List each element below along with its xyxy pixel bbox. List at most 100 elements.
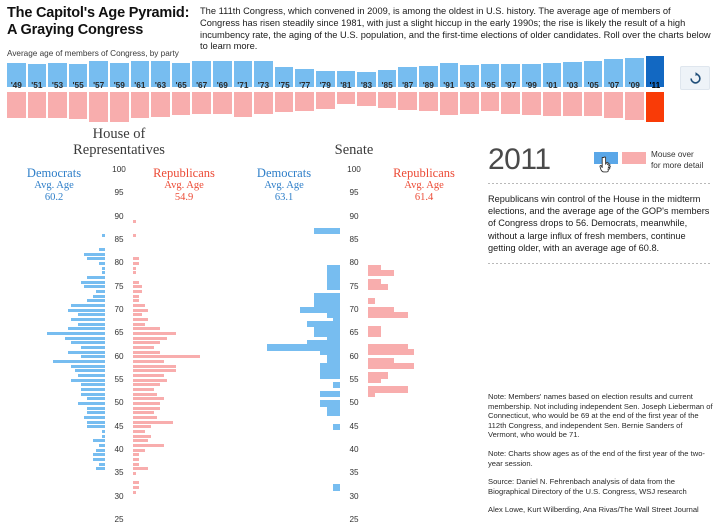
age-bar[interactable] [368, 283, 388, 290]
age-bar[interactable] [86, 411, 105, 415]
age-bar[interactable] [133, 285, 143, 289]
age-bar[interactable] [320, 367, 340, 374]
age-bar[interactable] [101, 233, 105, 237]
age-bar[interactable] [133, 233, 137, 237]
age-bar[interactable] [86, 397, 105, 401]
timeline-year-81[interactable]: '81 [336, 60, 357, 118]
age-bar[interactable] [71, 303, 105, 307]
age-bar[interactable] [320, 400, 340, 407]
age-bar[interactable] [133, 355, 201, 359]
age-bar[interactable] [133, 313, 143, 317]
timeline-year-95[interactable]: '95 [480, 60, 501, 118]
age-bar[interactable] [86, 406, 105, 410]
age-bar[interactable] [320, 391, 340, 398]
age-bar[interactable] [83, 252, 105, 256]
age-bar[interactable] [133, 383, 161, 387]
timeline-year-07[interactable]: '07 [603, 59, 624, 118]
age-bar[interactable] [80, 345, 105, 349]
age-bar[interactable] [313, 297, 340, 304]
age-bar[interactable] [133, 481, 140, 485]
age-bar[interactable] [133, 303, 146, 307]
age-bar[interactable] [333, 381, 340, 388]
age-bar[interactable] [368, 349, 415, 356]
age-bar[interactable] [133, 299, 140, 303]
age-bar[interactable] [320, 363, 340, 370]
timeline-year-91[interactable]: '91 [439, 60, 460, 118]
house-republican-bars[interactable] [133, 170, 230, 520]
timeline-year-57[interactable]: '57 [88, 60, 109, 122]
age-bar[interactable] [71, 378, 105, 382]
age-bar[interactable] [133, 411, 155, 415]
senate-republican-bars[interactable] [368, 170, 470, 520]
age-bar[interactable] [80, 392, 105, 396]
age-bar[interactable] [83, 285, 105, 289]
age-bar[interactable] [133, 373, 164, 377]
timeline-year-65[interactable]: '65 [171, 60, 192, 118]
age-bar[interactable] [368, 372, 388, 379]
age-bar[interactable] [133, 289, 143, 293]
age-bar[interactable] [326, 335, 340, 342]
age-bar[interactable] [86, 257, 105, 261]
timeline-year-11[interactable]: '11 [645, 56, 666, 122]
age-bar[interactable] [133, 462, 140, 466]
age-bar[interactable] [368, 265, 382, 272]
age-bar[interactable] [368, 307, 395, 314]
timeline-year-61[interactable]: '61 [130, 60, 151, 118]
age-bar[interactable] [307, 321, 340, 328]
timeline-year-85[interactable]: '85 [377, 60, 398, 118]
chart-senate[interactable]: Senate Democrats Avg. Age 63.1 Republica… [238, 126, 470, 529]
age-bar[interactable] [326, 311, 340, 318]
age-bar[interactable] [80, 280, 105, 284]
age-bar[interactable] [326, 405, 340, 412]
age-bar[interactable] [133, 401, 161, 405]
timeline-year-01[interactable]: '01 [542, 60, 563, 118]
timeline-year-03[interactable]: '03 [562, 60, 583, 118]
timeline-year-55[interactable]: '55 [68, 60, 89, 119]
age-bar[interactable] [101, 429, 105, 433]
age-bar[interactable] [101, 434, 105, 438]
age-bar[interactable] [368, 344, 408, 351]
age-bar[interactable] [71, 317, 105, 321]
age-bar[interactable] [101, 266, 105, 270]
age-bar[interactable] [92, 294, 105, 298]
age-bar[interactable] [80, 383, 105, 387]
age-bar[interactable] [326, 279, 340, 286]
age-bar[interactable] [133, 434, 152, 438]
age-bar[interactable] [86, 420, 105, 424]
age-bar[interactable] [133, 336, 167, 340]
age-bar[interactable] [368, 391, 375, 398]
age-bar[interactable] [95, 448, 105, 452]
age-bar[interactable] [77, 401, 105, 405]
age-bar[interactable] [98, 462, 105, 466]
age-bar[interactable] [133, 415, 158, 419]
age-bar[interactable] [98, 261, 105, 265]
age-bar[interactable] [80, 355, 105, 359]
age-bar[interactable] [133, 425, 152, 429]
year-timeline[interactable]: '49 '51 '53 '55 '57 '59 '61 '63 '65 '67 '69 '71 '73 '… [6, 56, 666, 122]
age-bar[interactable] [133, 317, 149, 321]
timeline-year-75[interactable]: '75 [274, 60, 295, 118]
age-bar[interactable] [133, 406, 161, 410]
age-bar[interactable] [133, 341, 161, 345]
age-bar[interactable] [133, 271, 137, 275]
age-bar[interactable] [71, 364, 105, 368]
age-bar[interactable] [326, 269, 340, 276]
age-bar[interactable] [368, 358, 395, 365]
age-bar[interactable] [333, 316, 340, 323]
chart-house-of-representatives[interactable]: House of Representatives Democrats Avg. … [8, 126, 230, 529]
timeline-year-83[interactable]: '83 [356, 60, 377, 118]
age-bar[interactable] [133, 327, 161, 331]
age-bar[interactable] [133, 457, 140, 461]
senate-plot[interactable]: 100 95 90 85 80 75 70 65 60 55 50 45 40 35 30 25 [238, 165, 470, 524]
age-bar[interactable] [77, 373, 105, 377]
age-bar[interactable] [313, 330, 340, 337]
timeline-year-73[interactable]: '73 [253, 60, 274, 118]
age-bar[interactable] [133, 439, 149, 443]
age-bar[interactable] [326, 409, 340, 416]
age-bar[interactable] [133, 448, 146, 452]
age-bar[interactable] [71, 341, 105, 345]
timeline-year-51[interactable]: '51 [27, 60, 48, 118]
timeline-year-05[interactable]: '05 [583, 60, 604, 118]
timeline-year-97[interactable]: '97 [500, 60, 521, 118]
age-bar[interactable] [133, 485, 140, 489]
